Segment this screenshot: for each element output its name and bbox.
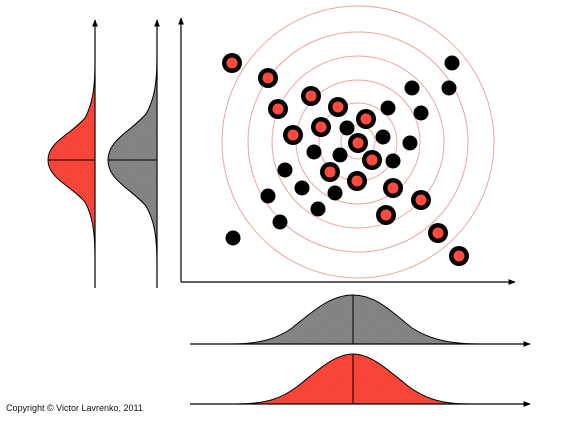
- red-point-5: [328, 97, 348, 117]
- bottom-red-marginal: [190, 353, 531, 407]
- black-cluster-points: [225, 55, 460, 246]
- black-point-13: [294, 180, 310, 196]
- red-point-8: [356, 109, 376, 129]
- black-point-7: [375, 129, 391, 145]
- red-point-17: [449, 246, 469, 266]
- left-red-marginal: [47, 19, 98, 288]
- red-point-7: [283, 125, 303, 145]
- black-point-18: [225, 230, 241, 246]
- black-point-9: [306, 144, 322, 160]
- bottom-gray-density: [229, 294, 481, 345]
- red-point-3: [301, 86, 321, 106]
- black-point-12: [277, 162, 293, 178]
- black-point-8: [402, 135, 418, 151]
- black-point-11: [385, 153, 401, 169]
- red-point-12: [347, 171, 367, 191]
- bottom-gray-marginal: [190, 294, 531, 347]
- red-point-11: [320, 162, 340, 182]
- red-point-6: [311, 117, 331, 137]
- black-point-16: [310, 201, 326, 217]
- red-point-2: [258, 68, 278, 88]
- contour-ring-4: [271, 55, 445, 229]
- black-point-6: [339, 120, 355, 136]
- red-point-16: [428, 223, 448, 243]
- red-point-4: [268, 99, 288, 119]
- copyright-text: Copyright © Victor Lavrenko, 2011: [6, 403, 143, 413]
- black-point-14: [327, 185, 343, 201]
- red-point-10: [362, 150, 382, 170]
- red-point-13: [383, 178, 403, 198]
- black-point-2: [441, 80, 457, 96]
- black-point-5: [413, 105, 429, 121]
- black-point-4: [380, 100, 396, 116]
- scatter-axes: [178, 17, 516, 285]
- contour-ring-6: [221, 5, 495, 279]
- red-point-9: [348, 133, 368, 153]
- black-point-1: [444, 55, 460, 71]
- red-point-15: [376, 205, 396, 225]
- red-point-1: [222, 53, 242, 73]
- black-point-10: [332, 147, 348, 163]
- black-point-17: [272, 214, 288, 230]
- red-cluster-points: [222, 53, 469, 266]
- left-gray-marginal: [107, 19, 160, 288]
- contour-ring-5: [247, 31, 469, 253]
- red-point-14: [411, 190, 431, 210]
- black-point-3: [404, 80, 420, 96]
- black-point-15: [260, 188, 276, 204]
